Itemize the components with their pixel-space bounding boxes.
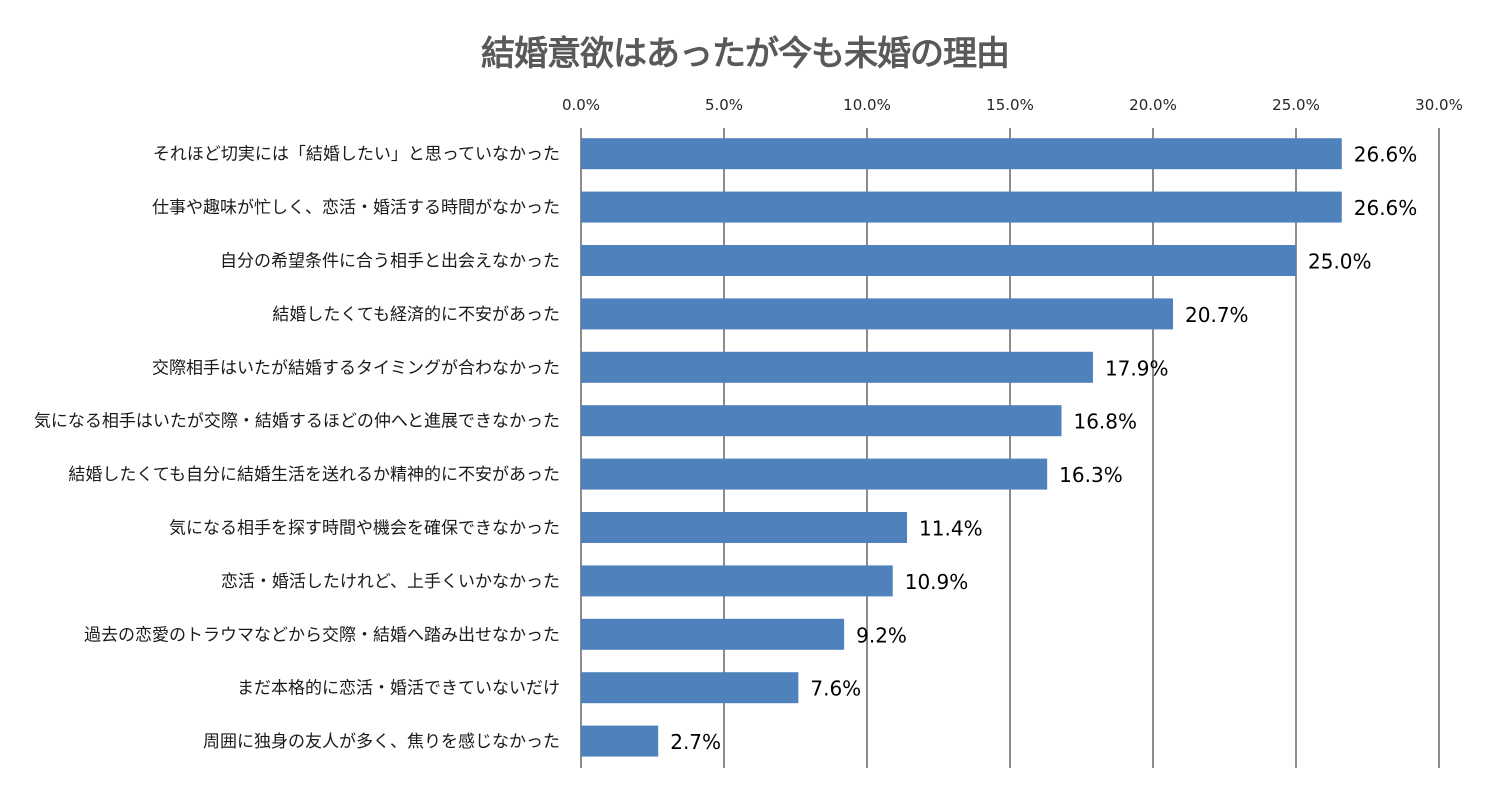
- bar: [581, 351, 1093, 383]
- category-label: まだ本格的に恋活・婚活できていないだけ: [237, 678, 560, 699]
- x-tick-label: 10.0%: [843, 96, 891, 114]
- data-label: 25.0%: [1308, 250, 1372, 274]
- bars: [581, 138, 1342, 757]
- bar: [581, 298, 1174, 330]
- bar: [581, 458, 1048, 490]
- bar: [581, 672, 799, 704]
- chart-title: 結婚意欲はあったが今も未婚の理由: [481, 34, 1010, 74]
- bar: [581, 405, 1062, 437]
- data-label: 9.2%: [856, 623, 907, 647]
- data-label: 16.8%: [1073, 410, 1137, 434]
- category-label: 結婚したくても経済的に不安があった: [272, 305, 560, 325]
- bar: [581, 191, 1342, 223]
- category-label: 結婚したくても自分に結婚生活を送れるか精神的に不安があった: [68, 465, 560, 485]
- bar: [581, 725, 659, 757]
- data-label: 2.7%: [670, 730, 721, 754]
- data-label: 16.3%: [1059, 463, 1123, 487]
- bar: [581, 512, 908, 543]
- bar: [581, 618, 845, 650]
- category-label: 交際相手はいたが結婚するタイミングが合わなかった: [152, 358, 560, 378]
- category-label: それほど切実には「結婚したい」と思っていなかった: [153, 145, 560, 165]
- x-tick-label: 30.0%: [1415, 96, 1463, 114]
- category-label: 過去の恋愛のトラウマなどから交際・結婚へ踏み出せなかった: [84, 624, 560, 645]
- bar: [581, 565, 893, 597]
- category-label: 仕事や趣味が忙しく、恋活・婚活する時間がなかった: [152, 197, 560, 218]
- category-label: 気になる相手を探す時間や機会を確保できなかった: [169, 519, 560, 539]
- data-label: 17.9%: [1105, 356, 1169, 380]
- category-labels: それほど切実には「結婚したい」と思っていなかった仕事や趣味が忙しく、恋活・婚活す…: [34, 145, 560, 752]
- category-label: 恋活・婚活したけれど、上手くいかなかった: [221, 571, 560, 592]
- x-tick-label: 0.0%: [562, 96, 600, 114]
- data-labels: 26.6% 26.6% 25.0% 20.7% 17.9% 16.8% 16.3% 11.4%…: [670, 143, 1417, 754]
- x-axis-ticks: 0.0% 5.0% 10.0% 15.0% 20.0% 25.0% 30.0%: [562, 96, 1463, 114]
- category-label: 周囲に独身の友人が多く、焦りを感じなかった: [203, 732, 560, 752]
- data-label: 26.6%: [1354, 196, 1418, 220]
- category-label: 自分の希望条件に合う相手と出会えなかった: [220, 252, 560, 272]
- category-label: 気になる相手はいたが交際・結婚するほどの仲へと進展できなかった: [34, 412, 560, 432]
- bar: [581, 138, 1342, 170]
- x-tick-label: 20.0%: [1129, 96, 1177, 114]
- gridlines: [580, 128, 1440, 768]
- bar: [581, 245, 1296, 276]
- data-label: 11.4%: [919, 517, 983, 541]
- data-label: 26.6%: [1354, 143, 1418, 167]
- x-tick-label: 15.0%: [986, 96, 1034, 114]
- data-label: 7.6%: [810, 677, 861, 701]
- data-label: 20.7%: [1185, 303, 1249, 327]
- data-label: 10.9%: [905, 570, 969, 594]
- x-tick-label: 25.0%: [1272, 96, 1320, 114]
- x-tick-label: 5.0%: [705, 96, 743, 114]
